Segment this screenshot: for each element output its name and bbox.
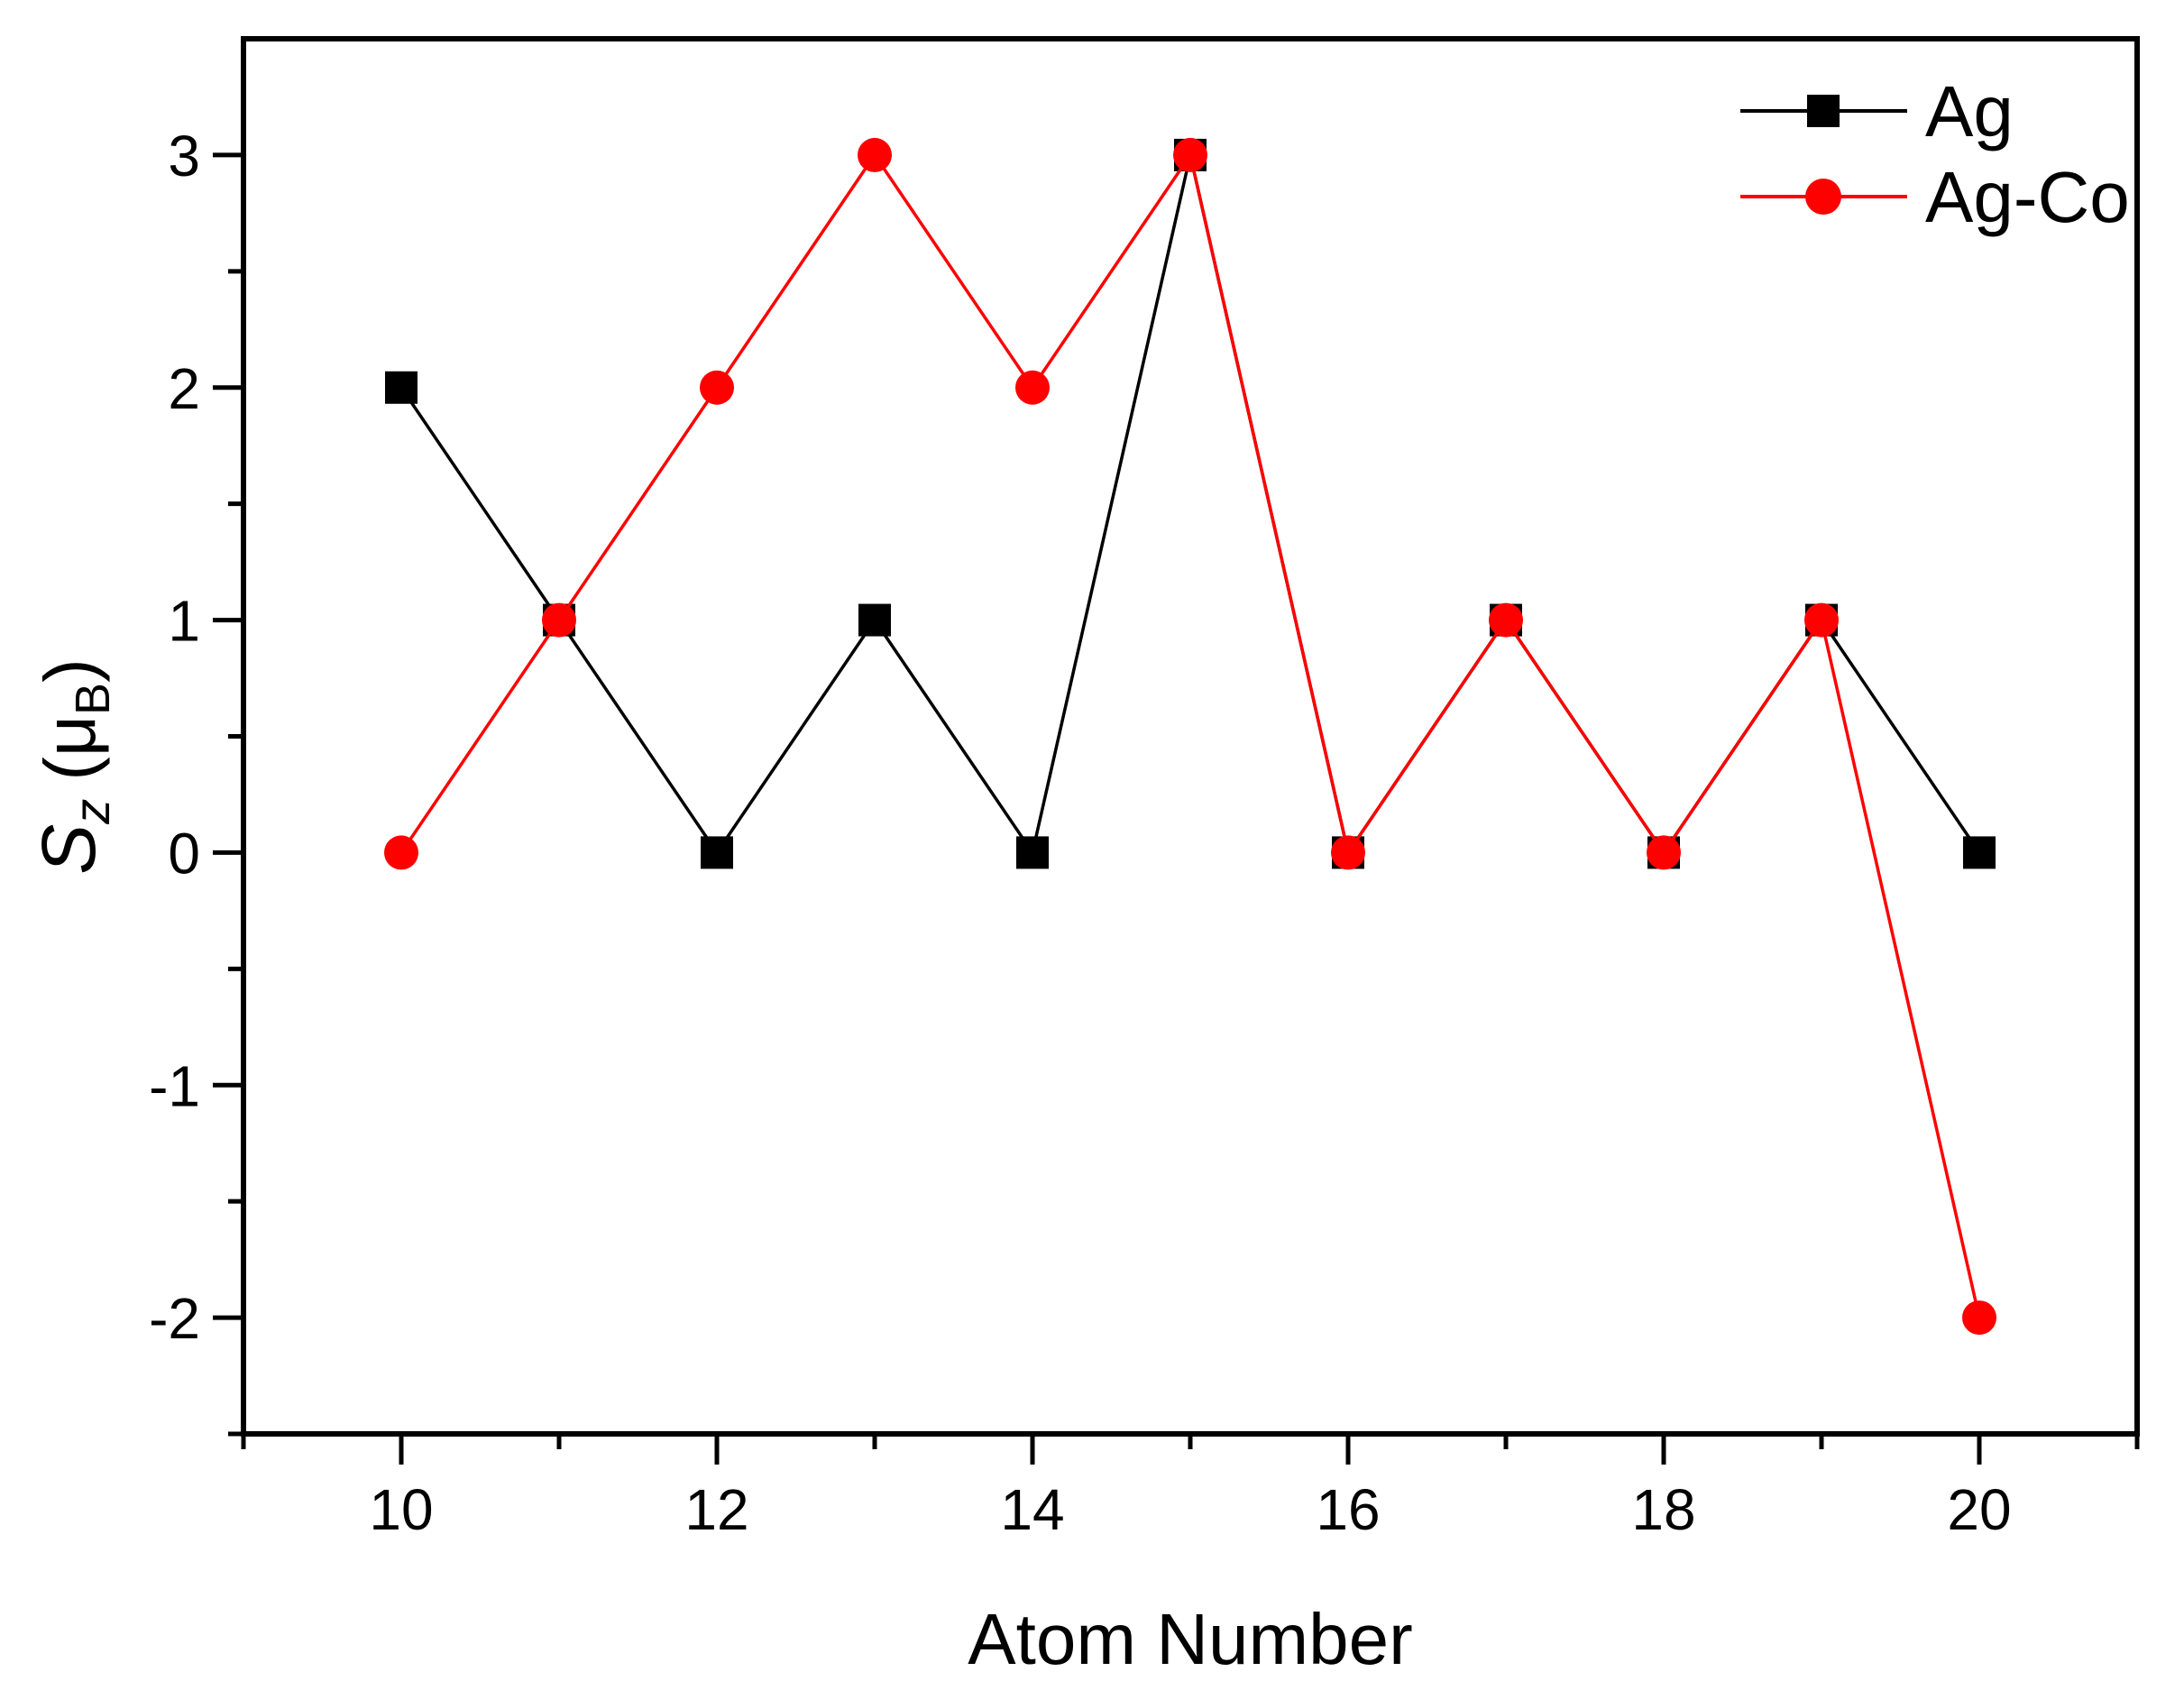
legend-label-ag-co: Ag-Co bbox=[1925, 157, 2130, 237]
data-point-ag-co bbox=[1647, 835, 1681, 870]
legend-marker-square-icon bbox=[1807, 95, 1840, 127]
x-tick-label: 20 bbox=[1947, 1477, 2011, 1542]
data-point-ag-co bbox=[1804, 602, 1839, 638]
y-tick-label: 3 bbox=[168, 124, 200, 188]
x-axis-title: Atom Number bbox=[968, 1599, 1412, 1679]
legend-marker-circle-icon bbox=[1805, 179, 1841, 215]
x-tick-label: 10 bbox=[369, 1477, 433, 1542]
data-point-ag-co bbox=[700, 370, 734, 405]
data-point-ag-co bbox=[1962, 1300, 1996, 1336]
data-point-ag bbox=[701, 836, 733, 869]
y-axis-unit-open: (μ bbox=[30, 715, 110, 781]
y-axis-unit-subscript: B bbox=[66, 683, 120, 715]
data-point-ag-co bbox=[542, 602, 576, 638]
legend-label-ag: Ag bbox=[1925, 71, 2014, 152]
x-tick-label: 12 bbox=[684, 1477, 748, 1542]
y-tick-label: 0 bbox=[168, 821, 200, 886]
legend-item-ag: Ag bbox=[1740, 71, 2014, 152]
y-tick-label: 2 bbox=[168, 356, 200, 421]
data-point-ag-co bbox=[384, 835, 418, 870]
data-point-ag-co bbox=[1331, 835, 1365, 870]
x-tick-label: 14 bbox=[1000, 1477, 1064, 1542]
data-point-ag bbox=[1016, 836, 1049, 869]
y-tick-label: -1 bbox=[149, 1053, 200, 1118]
data-point-ag-co bbox=[1173, 137, 1207, 172]
data-point-ag-co bbox=[858, 137, 892, 172]
y-axis-symbol-subscript: z bbox=[63, 799, 120, 825]
y-tick-label: 1 bbox=[168, 589, 200, 654]
y-tick-label: -2 bbox=[149, 1286, 200, 1351]
y-axis-title: Sz (μB) bbox=[26, 658, 120, 874]
x-tick-label: 16 bbox=[1316, 1477, 1380, 1542]
plot-area bbox=[243, 39, 2137, 1434]
x-tick-label: 18 bbox=[1631, 1477, 1695, 1542]
plot-frame bbox=[241, 36, 2140, 1437]
legend-item-ag-co: Ag-Co bbox=[1740, 157, 2130, 237]
data-point-ag bbox=[385, 371, 418, 404]
data-point-ag bbox=[1963, 836, 1996, 869]
legend: Ag Ag-Co bbox=[1740, 71, 2130, 237]
data-point-ag-co bbox=[1489, 602, 1523, 638]
y-axis-unit-close: ) bbox=[30, 658, 110, 683]
data-point-ag-co bbox=[1015, 370, 1050, 405]
data-series-layer bbox=[384, 137, 1996, 1336]
data-point-ag bbox=[858, 603, 891, 637]
y-axis-symbol: S bbox=[26, 824, 111, 875]
